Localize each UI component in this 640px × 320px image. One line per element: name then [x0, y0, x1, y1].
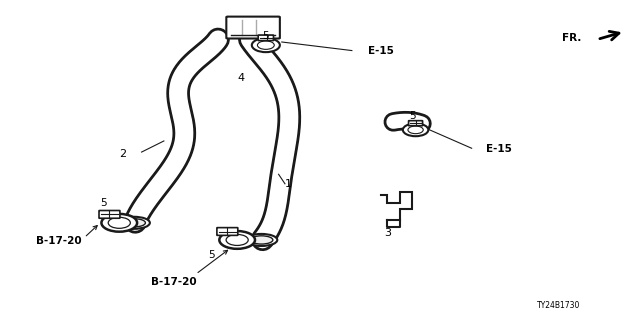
Text: 5: 5	[409, 111, 416, 121]
Text: 5: 5	[262, 31, 269, 41]
Text: E-15: E-15	[486, 144, 511, 154]
Circle shape	[408, 126, 423, 134]
Circle shape	[101, 214, 137, 232]
Text: E-15: E-15	[368, 45, 394, 56]
Text: FR.: FR.	[562, 33, 582, 43]
Text: 2: 2	[119, 149, 127, 159]
FancyBboxPatch shape	[227, 17, 280, 38]
Text: TY24B1730: TY24B1730	[537, 301, 580, 310]
Text: 5: 5	[100, 198, 107, 208]
Ellipse shape	[250, 236, 273, 244]
Ellipse shape	[246, 234, 277, 246]
Text: 1: 1	[285, 179, 292, 189]
Text: B-17-20: B-17-20	[36, 236, 82, 246]
Circle shape	[403, 124, 428, 136]
Text: 3: 3	[384, 228, 391, 238]
Circle shape	[108, 217, 131, 228]
FancyBboxPatch shape	[99, 211, 120, 218]
FancyBboxPatch shape	[258, 35, 273, 41]
FancyBboxPatch shape	[408, 121, 422, 126]
Circle shape	[220, 231, 255, 249]
Text: 4: 4	[237, 73, 244, 83]
Circle shape	[226, 235, 248, 245]
Text: 5: 5	[209, 250, 215, 260]
Ellipse shape	[118, 217, 150, 229]
Text: B-17-20: B-17-20	[151, 277, 196, 287]
Ellipse shape	[122, 219, 145, 227]
FancyBboxPatch shape	[217, 228, 238, 236]
Circle shape	[252, 38, 280, 52]
Circle shape	[257, 41, 275, 49]
